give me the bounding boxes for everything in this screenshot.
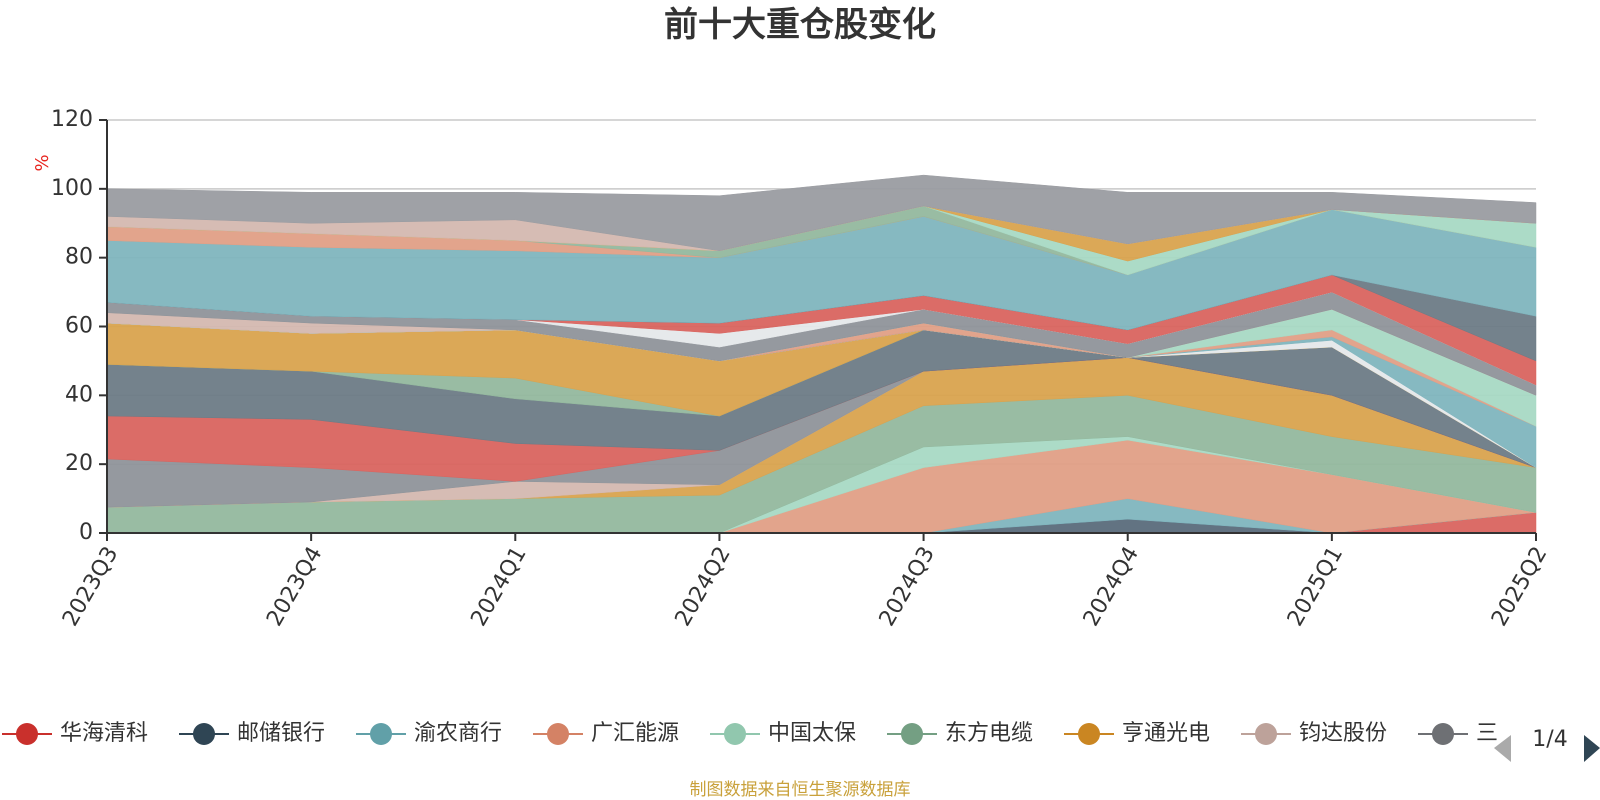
x-tick-label: 2024Q3 (875, 543, 940, 631)
x-tick-label: 2023Q4 (262, 543, 327, 631)
y-tick-label: 0 (79, 520, 93, 545)
legend-label: 渝农商行 (414, 721, 502, 746)
y-tick-label: 60 (65, 314, 93, 339)
series-areas (106, 174, 1537, 534)
x-tick-label: 2025Q2 (1487, 543, 1552, 631)
legend-marker (193, 723, 215, 745)
y-tick-label: 80 (65, 245, 93, 270)
pager-prev-icon[interactable] (1494, 735, 1511, 762)
legend-item[interactable]: 广汇能源 (533, 721, 679, 746)
legend-marker (901, 723, 923, 745)
legend-marker (724, 723, 746, 745)
legend-item[interactable]: 亨通光电 (1064, 721, 1210, 746)
legend-item[interactable]: 三 (1418, 721, 1498, 746)
legend-item[interactable]: 邮储银行 (179, 721, 325, 746)
legend-marker (16, 723, 38, 745)
legend-marker (1078, 723, 1100, 745)
legend-item[interactable]: 渝农商行 (356, 721, 502, 746)
legend-item[interactable]: 东方电缆 (887, 721, 1033, 746)
legend-marker (1432, 723, 1454, 745)
y-tick-label: 120 (51, 107, 93, 132)
x-tick-label: 2025Q1 (1283, 543, 1348, 631)
series-area-28 (106, 174, 1537, 252)
y-tick-label: 20 (65, 451, 93, 476)
legend-marker (1255, 723, 1277, 745)
legend-label: 广汇能源 (591, 721, 679, 746)
pager-text: 1/4 (1532, 727, 1567, 752)
x-tick-label: 2024Q2 (671, 543, 736, 631)
y-tick-label: 40 (65, 382, 93, 407)
legend-pager: 1/4 (1494, 727, 1600, 762)
legend-item[interactable]: 华海清科 (2, 721, 148, 746)
chart-title: 前十大重仓股变化 (664, 5, 936, 45)
legend-label: 华海清科 (60, 721, 148, 746)
legend-marker (370, 723, 392, 745)
legend-label: 亨通光电 (1122, 721, 1210, 746)
y-axis-label: % (32, 154, 53, 171)
pager-next-icon[interactable] (1584, 735, 1600, 762)
legend-label: 邮储银行 (237, 721, 325, 746)
legend-label: 东方电缆 (945, 721, 1033, 746)
x-tick-label: 2023Q3 (58, 543, 123, 631)
legend-item[interactable]: 钧达股份 (1241, 721, 1387, 746)
legend-label: 三 (1476, 721, 1498, 746)
legend-marker (547, 723, 569, 745)
y-tick-label: 100 (51, 176, 93, 201)
legend: 华海清科 邮储银行 渝农商行 广汇能源 中国太保 东方电缆 亨通光电 钧达股份 三 (2, 721, 1498, 746)
x-tick-label: 2024Q4 (1079, 543, 1144, 631)
source-note: 制图数据来自恒生聚源数据库 (690, 780, 911, 800)
legend-item[interactable]: 中国太保 (710, 721, 856, 746)
legend-label: 中国太保 (768, 721, 856, 746)
x-tick-label: 2024Q1 (466, 543, 531, 631)
legend-label: 钧达股份 (1299, 721, 1387, 746)
